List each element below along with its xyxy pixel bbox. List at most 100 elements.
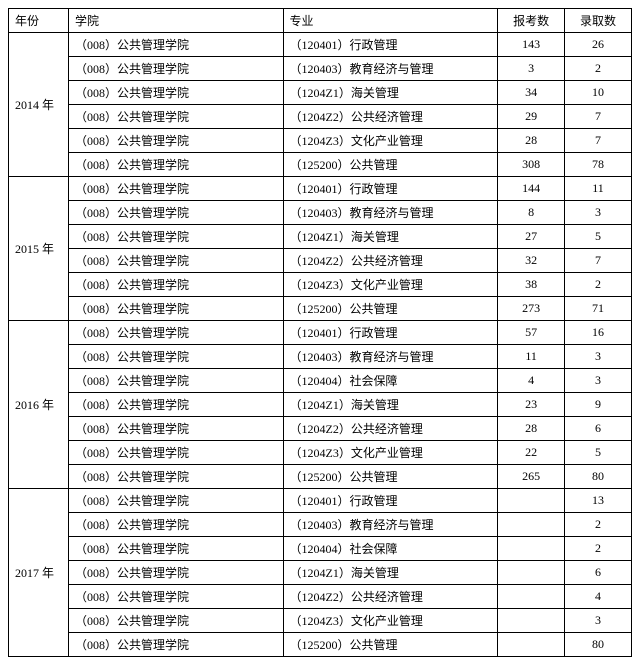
dept-cell: （008）公共管理学院 — [68, 561, 283, 585]
table-row: （008）公共管理学院（1204Z2）公共经济管理286 — [9, 417, 632, 441]
dept-cell: （008）公共管理学院 — [68, 609, 283, 633]
major-cell: （125200）公共管理 — [283, 633, 498, 657]
admit-cell: 7 — [565, 129, 632, 153]
dept-cell: （008）公共管理学院 — [68, 585, 283, 609]
major-cell: （125200）公共管理 — [283, 465, 498, 489]
dept-cell: （008）公共管理学院 — [68, 81, 283, 105]
admit-cell: 3 — [565, 201, 632, 225]
major-cell: （125200）公共管理 — [283, 297, 498, 321]
major-cell: （1204Z1）海关管理 — [283, 225, 498, 249]
table-row: （008）公共管理学院（1204Z1）海关管理239 — [9, 393, 632, 417]
major-cell: （1204Z1）海关管理 — [283, 561, 498, 585]
apply-cell: 38 — [498, 273, 565, 297]
apply-cell: 144 — [498, 177, 565, 201]
apply-cell: 28 — [498, 129, 565, 153]
year-cell: 2016 年 — [9, 321, 69, 489]
header-apply: 报考数 — [498, 9, 565, 33]
admit-cell: 78 — [565, 153, 632, 177]
major-cell: （120401）行政管理 — [283, 321, 498, 345]
apply-cell: 57 — [498, 321, 565, 345]
admit-cell: 6 — [565, 417, 632, 441]
admit-cell: 6 — [565, 561, 632, 585]
admit-cell: 13 — [565, 489, 632, 513]
apply-cell: 143 — [498, 33, 565, 57]
apply-cell: 23 — [498, 393, 565, 417]
dept-cell: （008）公共管理学院 — [68, 321, 283, 345]
table-row: （008）公共管理学院（1204Z3）文化产业管理382 — [9, 273, 632, 297]
table-row: （008）公共管理学院（125200）公共管理80 — [9, 633, 632, 657]
table-row: （008）公共管理学院（120403）教育经济与管理32 — [9, 57, 632, 81]
admit-cell: 2 — [565, 513, 632, 537]
header-major: 专业 — [283, 9, 498, 33]
major-cell: （120404）社会保障 — [283, 369, 498, 393]
apply-cell — [498, 489, 565, 513]
apply-cell: 8 — [498, 201, 565, 225]
table-row: （008）公共管理学院（1204Z2）公共经济管理4 — [9, 585, 632, 609]
dept-cell: （008）公共管理学院 — [68, 393, 283, 417]
admit-cell: 7 — [565, 105, 632, 129]
apply-cell: 273 — [498, 297, 565, 321]
year-cell: 2015 年 — [9, 177, 69, 321]
major-cell: （1204Z3）文化产业管理 — [283, 273, 498, 297]
admit-cell: 5 — [565, 225, 632, 249]
admit-cell: 26 — [565, 33, 632, 57]
admit-cell: 7 — [565, 249, 632, 273]
major-cell: （1204Z2）公共经济管理 — [283, 249, 498, 273]
major-cell: （120401）行政管理 — [283, 489, 498, 513]
admit-cell: 80 — [565, 465, 632, 489]
major-cell: （1204Z3）文化产业管理 — [283, 441, 498, 465]
dept-cell: （008）公共管理学院 — [68, 273, 283, 297]
table-row: （008）公共管理学院（1204Z1）海关管理275 — [9, 225, 632, 249]
admit-cell: 3 — [565, 345, 632, 369]
table-row: （008）公共管理学院（1204Z1）海关管理 6 — [9, 561, 632, 585]
apply-cell: 27 — [498, 225, 565, 249]
header-admit: 录取数 — [565, 9, 632, 33]
dept-cell: （008）公共管理学院 — [68, 177, 283, 201]
major-cell: （125200）公共管理 — [283, 153, 498, 177]
admit-cell: 3 — [565, 609, 632, 633]
major-cell: （1204Z3）文化产业管理 — [283, 609, 498, 633]
dept-cell: （008）公共管理学院 — [68, 153, 283, 177]
dept-cell: （008）公共管理学院 — [68, 489, 283, 513]
admit-cell: 71 — [565, 297, 632, 321]
table-row: （008）公共管理学院（120403）教育经济与管理2 — [9, 513, 632, 537]
apply-cell — [498, 633, 565, 657]
dept-cell: （008）公共管理学院 — [68, 633, 283, 657]
major-cell: （120401）行政管理 — [283, 177, 498, 201]
table-row: （008）公共管理学院（1204Z2）公共经济管理297 — [9, 105, 632, 129]
admit-cell: 16 — [565, 321, 632, 345]
dept-cell: （008）公共管理学院 — [68, 537, 283, 561]
dept-cell: （008）公共管理学院 — [68, 417, 283, 441]
dept-cell: （008）公共管理学院 — [68, 225, 283, 249]
table-row: （008）公共管理学院（120404）社会保障2 — [9, 537, 632, 561]
admit-cell: 2 — [565, 537, 632, 561]
apply-cell: 32 — [498, 249, 565, 273]
admit-cell: 3 — [565, 369, 632, 393]
apply-cell: 3 — [498, 57, 565, 81]
apply-cell — [498, 561, 565, 585]
table-row: 2016 年（008）公共管理学院（120401）行政管理5716 — [9, 321, 632, 345]
table-row: （008）公共管理学院（125200）公共管理27371 — [9, 297, 632, 321]
admit-cell: 5 — [565, 441, 632, 465]
dept-cell: （008）公共管理学院 — [68, 465, 283, 489]
admission-table: 年份 学院 专业 报考数 录取数 2014 年（008）公共管理学院（12040… — [8, 8, 632, 657]
dept-cell: （008）公共管理学院 — [68, 345, 283, 369]
year-cell: 2017 年 — [9, 489, 69, 657]
major-cell: （1204Z2）公共经济管理 — [283, 585, 498, 609]
admit-cell: 2 — [565, 57, 632, 81]
header-year: 年份 — [9, 9, 69, 33]
table-row: （008）公共管理学院（1204Z3）文化产业管理 3 — [9, 609, 632, 633]
apply-cell: 4 — [498, 369, 565, 393]
table-row: 2017 年（008）公共管理学院（120401）行政管理13 — [9, 489, 632, 513]
major-cell: （120403）教育经济与管理 — [283, 57, 498, 81]
admit-cell: 11 — [565, 177, 632, 201]
table-row: （008）公共管理学院（1204Z2）公共经济管理327 — [9, 249, 632, 273]
apply-cell: 22 — [498, 441, 565, 465]
year-cell: 2014 年 — [9, 33, 69, 177]
major-cell: （1204Z1）海关管理 — [283, 81, 498, 105]
major-cell: （1204Z2）公共经济管理 — [283, 417, 498, 441]
header-row: 年份 学院 专业 报考数 录取数 — [9, 9, 632, 33]
major-cell: （120403）教育经济与管理 — [283, 513, 498, 537]
table-row: 2014 年（008）公共管理学院（120401）行政管理14326 — [9, 33, 632, 57]
dept-cell: （008）公共管理学院 — [68, 33, 283, 57]
